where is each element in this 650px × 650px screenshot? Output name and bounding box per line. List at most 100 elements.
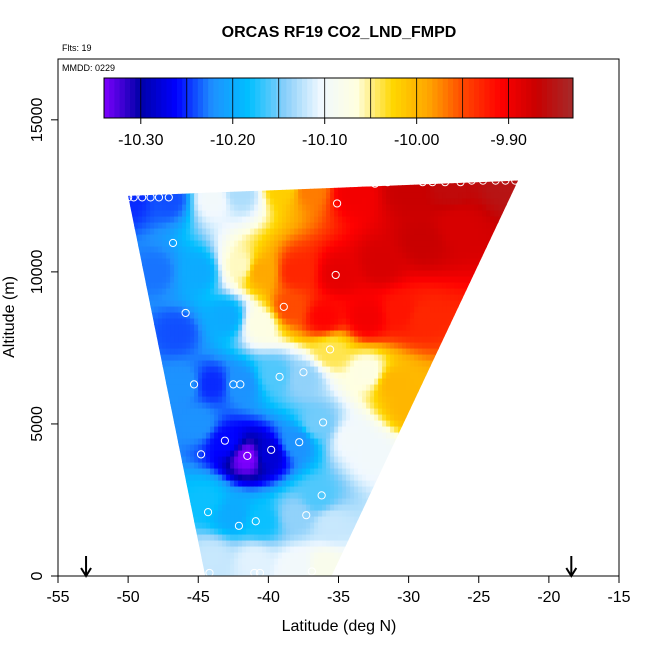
heatmap-cell — [394, 246, 399, 254]
heatmap-cell — [462, 228, 467, 236]
heatmap-cell — [242, 372, 247, 380]
heatmap-cell — [190, 396, 195, 404]
heatmap-cell — [202, 180, 207, 188]
heatmap-cell — [366, 396, 371, 404]
heatmap-cell — [358, 312, 363, 320]
heatmap-cell — [206, 258, 211, 266]
heatmap-cell — [170, 180, 175, 182]
heatmap-cell — [442, 450, 447, 458]
heatmap-cell — [366, 252, 371, 260]
heatmap-cell — [278, 186, 283, 194]
heatmap-cell — [250, 198, 255, 206]
heatmap-cell — [266, 408, 271, 416]
heatmap-cell — [378, 318, 383, 326]
heatmap-cell — [322, 396, 327, 404]
heatmap-cell — [182, 348, 187, 356]
heatmap-cell — [294, 210, 299, 218]
heatmap-cell — [346, 372, 351, 380]
heatmap-cell — [182, 198, 187, 206]
heatmap-cell — [474, 360, 479, 368]
heatmap-cell — [422, 354, 427, 362]
heatmap-cell — [502, 234, 507, 242]
heatmap-cell — [346, 390, 351, 398]
heatmap-cell — [242, 360, 247, 368]
heatmap-cell — [202, 390, 207, 398]
heatmap-cell — [490, 246, 495, 254]
heatmap-cell — [494, 366, 499, 374]
heatmap-cell — [266, 324, 271, 332]
heatmap-cell — [482, 384, 487, 392]
heatmap-cell — [534, 193, 539, 200]
heatmap-cell — [406, 372, 411, 380]
heatmap-cell — [182, 216, 187, 224]
heatmap-cell — [210, 180, 215, 182]
heatmap-cell — [330, 306, 335, 314]
heatmap-cell — [128, 396, 131, 404]
heatmap-cell — [530, 307, 535, 314]
heatmap-cell — [466, 210, 471, 218]
heatmap-cell — [426, 252, 431, 260]
heatmap-cell — [130, 180, 135, 182]
heatmap-cell — [318, 204, 323, 212]
heatmap-cell — [274, 402, 279, 410]
heatmap-cell — [358, 294, 363, 302]
heatmap-cell — [370, 228, 375, 236]
heatmap-cell — [226, 180, 231, 182]
heatmap-cell — [246, 330, 251, 338]
heatmap-cell — [394, 294, 399, 302]
heatmap-cell — [186, 438, 191, 446]
heatmap-cell — [526, 211, 531, 218]
heatmap-cell — [246, 366, 251, 374]
heatmap-cell — [354, 348, 359, 356]
heatmap-cell — [118, 361, 123, 368]
heatmap-cell — [490, 408, 495, 416]
heatmap-cell — [434, 282, 439, 290]
heatmap-cell — [306, 444, 311, 452]
heatmap-cell — [342, 324, 347, 332]
heatmap-cell — [254, 348, 259, 356]
heatmap-cell — [434, 228, 439, 236]
heatmap-cell — [186, 354, 191, 362]
heatmap-cell — [234, 318, 239, 326]
heatmap-cell — [326, 258, 331, 266]
heatmap-cell — [534, 247, 539, 254]
heatmap-cell — [310, 348, 315, 356]
heatmap-cell — [202, 258, 207, 266]
heatmap-cell — [266, 414, 271, 422]
heatmap-cell — [194, 264, 199, 272]
heatmap-cell — [134, 342, 139, 350]
heatmap-cell — [530, 253, 535, 260]
heatmap-cell — [374, 354, 379, 362]
heatmap-cell — [178, 186, 183, 194]
heatmap-cell — [410, 420, 415, 428]
heatmap-cell — [182, 204, 187, 212]
heatmap-cell — [230, 216, 235, 224]
heatmap-cell — [134, 390, 139, 398]
heatmap-cell — [454, 324, 459, 332]
heatmap-cell — [338, 270, 343, 278]
heatmap-cell — [446, 306, 451, 314]
heatmap-cell — [438, 192, 443, 200]
heatmap-cell — [198, 228, 203, 236]
heatmap-cell — [186, 432, 191, 440]
heatmap-cell — [342, 216, 347, 224]
heatmap-cell — [122, 415, 127, 422]
heatmap-cell — [362, 180, 367, 188]
heatmap-cell — [298, 216, 303, 224]
heatmap-cell — [230, 348, 235, 356]
heatmap-cell — [314, 426, 319, 434]
heatmap-cell — [186, 216, 191, 224]
heatmap-cell — [518, 217, 523, 224]
heatmap-cell — [338, 360, 343, 368]
heatmap-cell — [298, 336, 303, 344]
heatmap-cell — [178, 276, 183, 284]
heatmap-cell — [194, 222, 199, 230]
heatmap-cell — [146, 450, 151, 458]
heatmap-cell — [482, 186, 487, 194]
heatmap-cell — [482, 270, 487, 278]
heatmap-cell — [446, 444, 451, 452]
heatmap-cell — [278, 432, 283, 440]
heatmap-cell — [526, 409, 531, 416]
heatmap-cell — [302, 270, 307, 278]
heatmap-cell — [418, 204, 423, 212]
